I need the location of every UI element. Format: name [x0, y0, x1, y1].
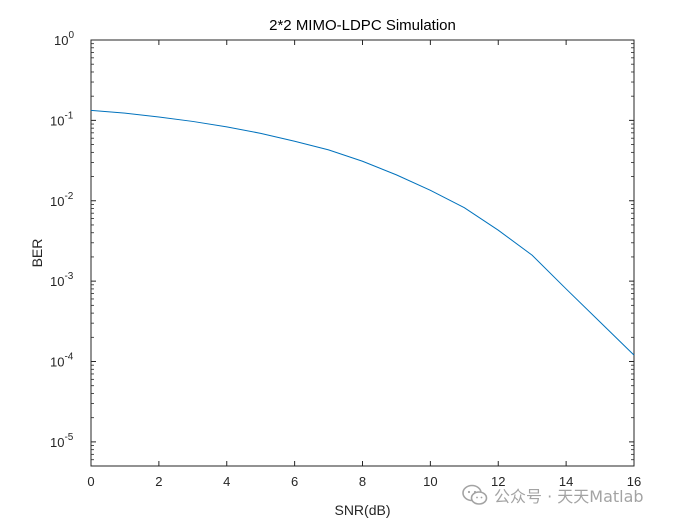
y-tick-base: 10 [54, 33, 68, 48]
y-tick-label: 10-5 [50, 432, 74, 450]
watermark: 公众号 · 天天Matlab [462, 483, 644, 507]
y-axis-label: BER [29, 239, 45, 268]
y-tick-exponent: -5 [64, 432, 73, 443]
x-tick-label: 2 [155, 474, 162, 489]
y-tick-label: 10-2 [50, 191, 74, 209]
wechat-icon [462, 484, 488, 505]
y-tick-label: 10-4 [50, 352, 74, 370]
y-tick-label: 100 [54, 30, 74, 48]
plot-area [90, 39, 635, 467]
y-tick-base: 10 [50, 274, 64, 289]
x-tick-label: 6 [291, 474, 298, 489]
x-tick-label: 0 [87, 474, 94, 489]
y-tick-base: 10 [50, 355, 64, 370]
x-tick-label: 14 [559, 474, 573, 489]
y-tick-exponent: -2 [64, 191, 73, 202]
x-axis-label: SNR(dB) [334, 502, 390, 518]
ticks-layer [90, 39, 635, 466]
y-tick-base: 10 [50, 113, 64, 128]
x-tick-label: 16 [627, 474, 641, 489]
series-layer [90, 109, 635, 356]
y-tick-exponent: -4 [64, 352, 73, 363]
x-tick-label: 12 [491, 474, 505, 489]
x-tick-label: 4 [223, 474, 230, 489]
x-tick-label: 8 [359, 474, 366, 489]
chart-title: 2*2 MIMO-LDPC Simulation [269, 17, 456, 34]
y-tick-label: 10-1 [50, 110, 74, 128]
y-tick-exponent: -1 [64, 110, 73, 121]
y-tick-label: 10-3 [50, 271, 74, 289]
series-line [90, 109, 635, 356]
y-tick-base: 10 [50, 194, 64, 209]
watermark-text: 公众号 · 天天Matlab [494, 487, 644, 506]
y-tick-exponent: 0 [68, 30, 74, 41]
x-tick-label: 10 [423, 474, 437, 489]
y-tick-exponent: -3 [64, 271, 73, 282]
y-tick-base: 10 [50, 435, 64, 450]
